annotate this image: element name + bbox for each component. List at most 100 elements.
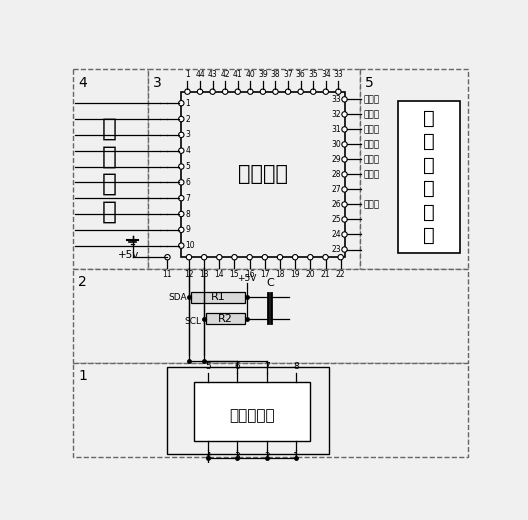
Bar	[181, 92, 345, 257]
Text: 9: 9	[185, 225, 190, 235]
Text: 分配器: 分配器	[363, 140, 379, 149]
Text: 5: 5	[185, 162, 190, 171]
Text: 26: 26	[331, 200, 341, 209]
Text: 33: 33	[334, 70, 343, 80]
Text: 42: 42	[220, 70, 230, 80]
Circle shape	[342, 97, 347, 102]
Text: 2: 2	[264, 452, 270, 461]
Text: 4: 4	[185, 146, 190, 155]
Text: 30: 30	[331, 140, 341, 149]
Text: 40: 40	[246, 70, 255, 80]
Text: 22: 22	[336, 269, 345, 279]
Circle shape	[247, 254, 252, 260]
Circle shape	[342, 247, 347, 252]
Text: C: C	[266, 278, 274, 288]
Text: 3: 3	[153, 76, 162, 90]
Circle shape	[293, 254, 298, 260]
Circle shape	[310, 89, 316, 94]
Text: 36: 36	[296, 70, 306, 80]
Text: 1: 1	[185, 99, 190, 108]
Text: 8: 8	[293, 362, 299, 371]
Text: 41: 41	[233, 70, 242, 80]
Circle shape	[273, 89, 278, 94]
Text: 34: 34	[321, 70, 331, 80]
Text: 2: 2	[185, 114, 190, 124]
Text: SDA: SDA	[168, 293, 187, 302]
Circle shape	[185, 89, 190, 94]
Circle shape	[197, 89, 203, 94]
Circle shape	[178, 132, 184, 138]
Bar	[73, 363, 468, 457]
Text: 4: 4	[205, 452, 211, 461]
Text: 5: 5	[205, 362, 211, 371]
Circle shape	[342, 157, 347, 162]
Text: 29: 29	[331, 155, 341, 164]
Circle shape	[178, 196, 184, 201]
Circle shape	[216, 254, 222, 260]
Text: 11: 11	[163, 269, 172, 279]
Circle shape	[342, 112, 347, 117]
Circle shape	[210, 89, 215, 94]
Bar	[360, 69, 468, 269]
Circle shape	[186, 254, 192, 260]
Circle shape	[178, 148, 184, 153]
Circle shape	[178, 179, 184, 185]
Circle shape	[202, 254, 207, 260]
Text: R1: R1	[211, 292, 225, 302]
Text: 1: 1	[78, 369, 87, 383]
Circle shape	[165, 254, 170, 260]
Text: 12: 12	[184, 269, 194, 279]
Text: 28: 28	[331, 170, 341, 179]
Text: 18: 18	[275, 269, 285, 279]
Text: 主控制器: 主控制器	[238, 164, 288, 185]
Text: 37: 37	[283, 70, 293, 80]
Text: 31: 31	[331, 125, 341, 134]
Text: 排水泵: 排水泵	[363, 110, 379, 119]
Bar	[399, 101, 460, 253]
Text: 7: 7	[185, 193, 190, 203]
Text: 数据存储器: 数据存储器	[229, 408, 275, 423]
Circle shape	[298, 89, 303, 94]
Circle shape	[323, 254, 328, 260]
Circle shape	[178, 164, 184, 169]
Circle shape	[342, 142, 347, 147]
Text: 44: 44	[195, 70, 205, 80]
Text: 13: 13	[200, 269, 209, 279]
Text: 进水阀: 进水阀	[363, 155, 379, 164]
Text: 再生阀: 再生阀	[363, 125, 379, 134]
Circle shape	[342, 187, 347, 192]
Circle shape	[342, 172, 347, 177]
Text: 24: 24	[331, 230, 341, 239]
Text: 32: 32	[331, 110, 341, 119]
Circle shape	[178, 243, 184, 249]
Text: 27: 27	[331, 185, 341, 194]
Circle shape	[342, 232, 347, 237]
Bar	[191, 292, 245, 303]
Text: 2: 2	[78, 275, 87, 289]
Text: 1: 1	[185, 70, 190, 80]
Text: 39: 39	[258, 70, 268, 80]
Text: 3: 3	[234, 452, 240, 461]
Text: 半截阀: 半截阀	[363, 170, 379, 179]
Text: 负
载
执
行
单
元: 负 载 执 行 单 元	[423, 109, 435, 245]
Text: 3: 3	[185, 131, 190, 139]
Circle shape	[323, 89, 328, 94]
Circle shape	[178, 100, 184, 106]
Circle shape	[248, 89, 253, 94]
Text: 35: 35	[308, 70, 318, 80]
Circle shape	[178, 227, 184, 232]
Circle shape	[338, 254, 343, 260]
Circle shape	[178, 116, 184, 122]
Circle shape	[342, 217, 347, 222]
Text: SCL: SCL	[185, 317, 202, 327]
Text: 21: 21	[320, 269, 330, 279]
Circle shape	[262, 254, 268, 260]
Text: 38: 38	[271, 70, 280, 80]
Bar	[167, 367, 329, 453]
Text: 43: 43	[208, 70, 218, 80]
Circle shape	[235, 89, 240, 94]
Text: 洗涤泵: 洗涤泵	[363, 200, 379, 209]
Text: 6: 6	[234, 362, 240, 371]
Circle shape	[178, 211, 184, 217]
Bar	[148, 69, 360, 269]
